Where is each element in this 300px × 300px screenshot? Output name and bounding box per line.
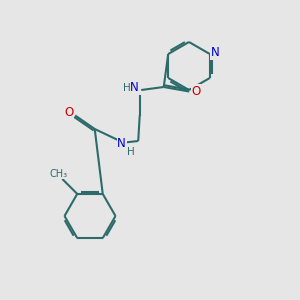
Text: N: N bbox=[130, 81, 139, 94]
Text: N: N bbox=[117, 136, 126, 150]
Text: O: O bbox=[191, 85, 200, 98]
Text: N: N bbox=[211, 46, 220, 59]
Text: H: H bbox=[123, 82, 130, 93]
Text: CH₃: CH₃ bbox=[50, 169, 68, 178]
Text: O: O bbox=[64, 106, 73, 119]
Text: H: H bbox=[127, 147, 135, 157]
